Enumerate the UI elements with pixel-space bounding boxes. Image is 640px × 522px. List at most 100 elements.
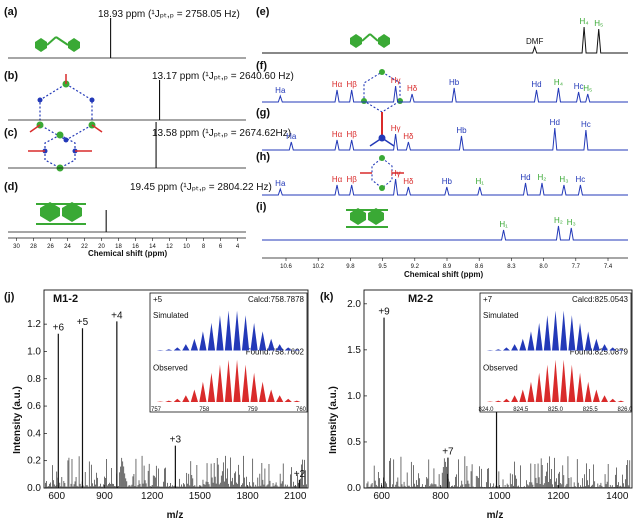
x-tick-label: 1800 — [236, 491, 259, 502]
peak-label: Ha — [275, 179, 286, 188]
right-tick-label: 8.6 — [475, 264, 484, 270]
left-x-axis: 30 28 26 24 22 20 18 16 14 12 10 8 6 4 — [8, 237, 246, 250]
peak-label: Hα — [332, 175, 343, 184]
x-tick-label: 1200 — [547, 491, 570, 502]
inset-obs-peak — [182, 395, 190, 402]
peak-label: H₄ — [554, 78, 563, 87]
left-tick-label: 30 — [13, 244, 20, 250]
inset-obs-peak — [207, 372, 216, 402]
peak-label: H₅ — [594, 19, 603, 28]
y-tick-label: 1.5 — [347, 345, 361, 356]
ms-xlabel-j: m/z — [167, 510, 184, 521]
mass-spectrum-k: (k) M2-2 Intensity (a.u.) m/z 600 800 1000… — [320, 289, 633, 521]
inset-sim-peak — [592, 338, 600, 351]
peak-label: H₁ — [499, 220, 508, 229]
ms-title-k: M2-2 — [408, 293, 433, 305]
inset-sim-peak — [224, 310, 233, 351]
right-tick-label: 9.8 — [346, 264, 355, 270]
inset-found: Found:758.7602 — [246, 348, 305, 357]
inset-obs-peak — [199, 381, 207, 402]
peak-label: Hβ — [346, 80, 357, 89]
panel-label-f: (f) — [256, 60, 267, 72]
inset-obs-peak — [241, 364, 250, 402]
inset-sim-peak — [584, 331, 592, 351]
ms-peak-label: +4 — [111, 310, 123, 321]
inset-obs-peak — [267, 389, 275, 402]
inset-sim-peak — [267, 338, 275, 351]
inset-obs-peak — [601, 395, 609, 402]
y-tick-label: 2.0 — [347, 299, 361, 310]
x-tick-label: 600 — [373, 491, 390, 502]
left-tick-label: 26 — [47, 244, 54, 250]
inset-sim-peak — [216, 315, 224, 351]
left-nmr: (a) (b) (c) (d) 18.93 ppm (¹Jₚₜ,ₚ = 2758… — [4, 6, 294, 258]
inset-calcd: Calcd:758.7878 — [248, 295, 305, 304]
inset-sim-peak — [207, 322, 216, 351]
molecule-b-icon — [29, 74, 103, 143]
inset-simulated-label: Simulated — [153, 311, 189, 320]
molecule-a-icon — [35, 36, 80, 52]
left-tick-label: 24 — [64, 244, 71, 250]
ms-peak-label: +7 — [442, 447, 454, 458]
left-tick-label: 20 — [98, 244, 105, 250]
right-tick-label: 10.2 — [312, 264, 324, 270]
inset-sim-peak — [173, 347, 181, 351]
annotation-d: 19.45 ppm (¹Jₚₜ,ₚ = 2804.22 Hz) — [130, 182, 272, 193]
peak-label: H₃ — [567, 218, 576, 227]
left-x-axis-label: Chemical shift (ppm) — [88, 249, 167, 258]
peak-label: Hβ — [346, 130, 357, 139]
peak-label: H₂ — [554, 216, 563, 225]
inset-sim-peak — [527, 331, 535, 351]
y-tick-label: 0.6 — [27, 401, 41, 412]
inset-sim-peak — [250, 322, 258, 351]
molecule-g-icon — [369, 112, 395, 147]
inset-sim-peak — [617, 349, 625, 351]
ms-xlabel-k: m/z — [487, 510, 504, 521]
inset-tick-label: 760 — [296, 407, 307, 413]
inset-charge: +5 — [153, 295, 163, 304]
spectrum-line-(h) — [262, 178, 628, 196]
left-tick-label: 10 — [183, 244, 190, 250]
ms-ylabel-k: Intensity (a.u.) — [328, 386, 339, 454]
panel-label-c: (c) — [4, 127, 18, 139]
right-x-axis-label: Chemical shift (ppm) — [404, 270, 483, 279]
spectrum-line-(f) — [262, 85, 628, 103]
inset-obs-peak — [519, 389, 527, 402]
inset-obs-peak — [284, 398, 292, 402]
inset-obs-peak — [560, 359, 568, 402]
panel-label-j: (j) — [4, 291, 15, 303]
molecule-d-icon — [36, 202, 86, 225]
mass-spectrum-j: (j) M1-2 Intensity (a.u.) m/z 600 900 1200… — [4, 289, 309, 521]
peak-label: H₅ — [583, 84, 592, 93]
inset-obs-peak — [190, 389, 199, 402]
peak-label: Hb — [456, 126, 467, 135]
peak-label: Hδ — [403, 132, 414, 141]
inset-obs-peak — [617, 400, 625, 402]
x-tick-label: 800 — [432, 491, 449, 502]
peak-label: Hα — [332, 80, 343, 89]
peak-label: Hd — [520, 173, 530, 182]
peak-label: Hd — [550, 118, 560, 127]
ms-peak-label: +5 — [77, 317, 89, 328]
inset-sim-peak — [165, 349, 173, 351]
inset-sim-peak — [568, 315, 576, 351]
inset-obs-peak — [552, 359, 559, 402]
inset-tick-label: 759 — [248, 407, 259, 413]
spectrum-line-(e) — [262, 26, 628, 54]
inset-sim-peak — [182, 344, 190, 351]
left-tick-label: 18 — [115, 244, 122, 250]
right-x-axis: 10.6 10.2 9.8 9.5 9.2 8.9 8.6 8.3 8.0 7.7 7.4 — [262, 257, 628, 270]
panel-label-a: (a) — [4, 6, 18, 18]
right-tick-label: 8.3 — [507, 264, 516, 270]
peak-label: Hc — [576, 175, 586, 184]
ms-ylabel-j: Intensity (a.u.) — [12, 386, 23, 454]
inset-obs-peak — [568, 364, 576, 402]
peak-label: Hβ — [346, 175, 357, 184]
y-tick-label: 0.8 — [27, 374, 41, 385]
inset-sim-peak — [609, 347, 617, 351]
peak-label: DMF — [526, 37, 543, 46]
panel-label-b: (b) — [4, 70, 18, 82]
inset-obs-peak — [250, 372, 258, 402]
panel-label-i: (i) — [256, 201, 267, 213]
